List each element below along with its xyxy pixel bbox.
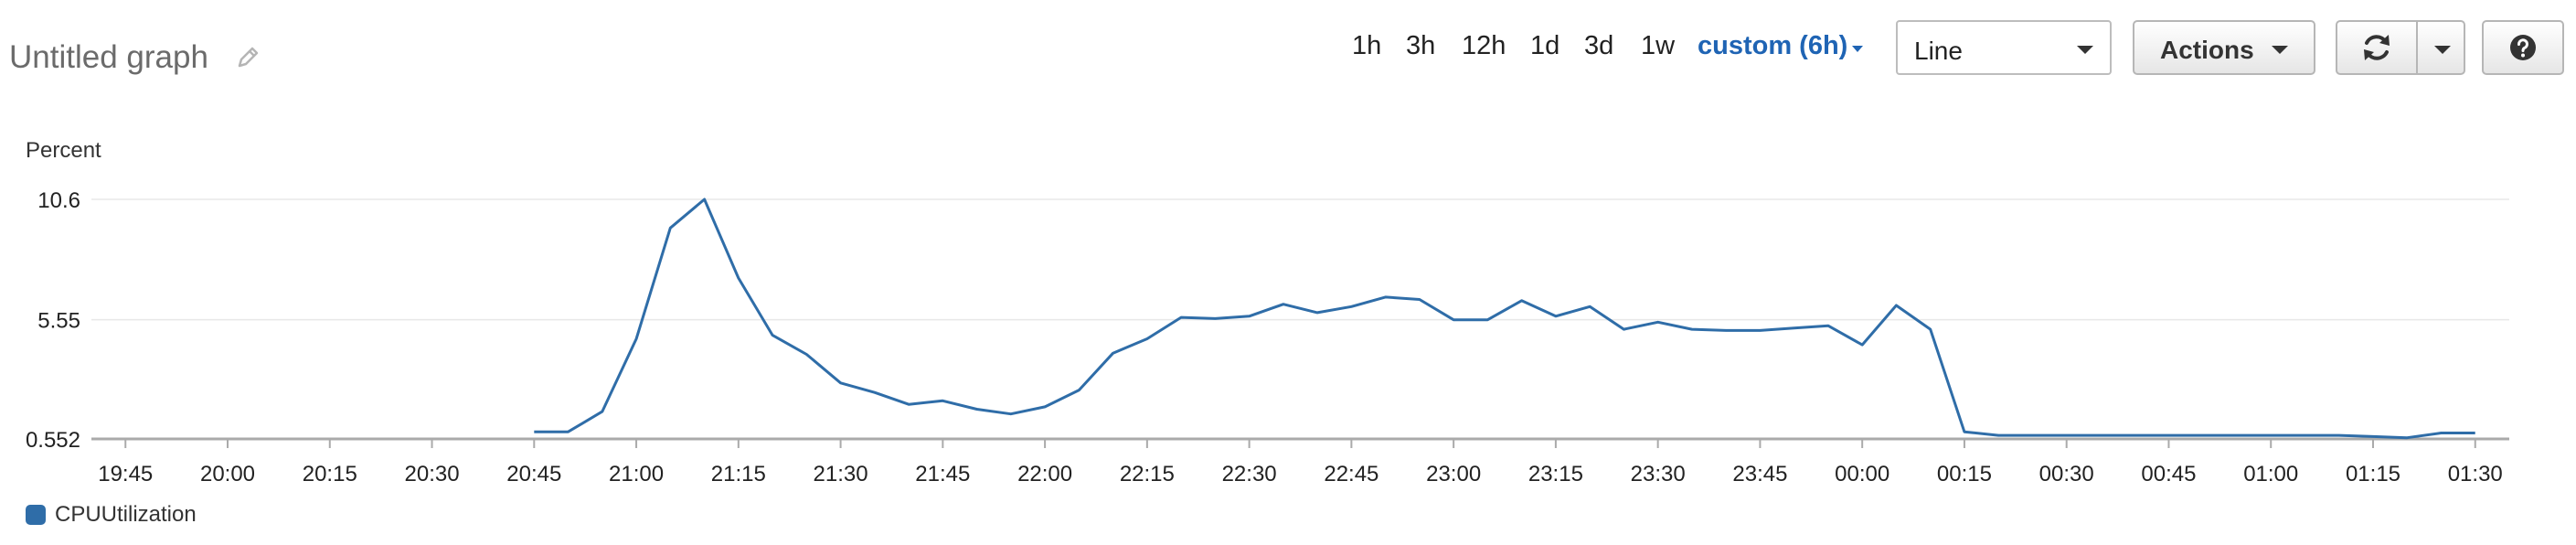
x-tick-label: 21:45: [915, 462, 970, 486]
x-tick-label: 01:00: [2243, 462, 2298, 486]
range-12h[interactable]: 12h: [1462, 31, 1506, 60]
y-tick-label: 0.552: [26, 428, 80, 453]
x-tick-label: 00:00: [1835, 462, 1889, 486]
graph-type-value: Line: [1914, 37, 1963, 65]
x-tick-label: 19:45: [98, 462, 153, 486]
chevron-down-icon: [2077, 46, 2093, 54]
refresh-icon: [2364, 35, 2390, 60]
range-1h[interactable]: 1h: [1352, 31, 1382, 60]
legend-label-cpuutilization: CPUUtilization: [55, 502, 197, 527]
range-3h[interactable]: 3h: [1406, 31, 1436, 60]
graph-title-area: Untitled graph: [9, 35, 261, 80]
help-button[interactable]: [2482, 20, 2564, 75]
y-axis-ticks: 10.6 5.55 0.552: [26, 188, 80, 453]
x-tick-label: 23:30: [1631, 462, 1686, 486]
x-tick-label: 22:45: [1324, 462, 1378, 486]
help-icon: [2510, 35, 2536, 60]
x-tick-label: 00:15: [1937, 462, 1992, 486]
x-tick-label: 00:30: [2039, 462, 2094, 486]
pencil-icon[interactable]: [234, 44, 261, 71]
y-tick-label: 5.55: [37, 309, 80, 334]
x-tick-label: 20:30: [405, 462, 460, 486]
graph-type-select[interactable]: Line: [1896, 20, 2112, 75]
graph-title[interactable]: Untitled graph: [9, 39, 208, 75]
refresh-button[interactable]: [2336, 20, 2418, 75]
actions-label: Actions: [2160, 36, 2254, 64]
actions-button[interactable]: Actions: [2133, 20, 2315, 75]
x-tick-label: 22:00: [1017, 462, 1072, 486]
y-tick-label: 10.6: [37, 188, 80, 213]
chevron-down-icon: [2434, 46, 2451, 54]
x-tick-label: 00:45: [2141, 462, 2196, 486]
x-tick-label: 20:00: [200, 462, 255, 486]
cpu-utilization-chart: Percent 10.6 5.55 0.552 19:45 20:00 20:15 20:…: [26, 138, 2509, 486]
x-tick-label: 20:45: [506, 462, 561, 486]
range-1w[interactable]: 1w: [1641, 31, 1676, 60]
x-tick-label: 21:15: [711, 462, 766, 486]
x-tick-label: 22:30: [1222, 462, 1277, 486]
chevron-down-icon: [2272, 46, 2288, 54]
x-tick-label: 01:30: [2448, 462, 2503, 486]
refresh-options-button[interactable]: [2416, 20, 2465, 75]
chevron-down-icon[interactable]: [1852, 46, 1863, 52]
chart-grid: [91, 198, 2509, 321]
x-axis-ticks: 19:45 20:00 20:15 20:30 20:45 21:00 21:15 21:30…: [98, 439, 2503, 486]
chart-series: [534, 198, 2475, 440]
range-3d[interactable]: 3d: [1584, 31, 1614, 60]
chart-legend[interactable]: CPUUtilization: [26, 501, 197, 529]
x-tick-label: 20:15: [303, 462, 357, 486]
x-tick-label: 23:15: [1528, 462, 1583, 486]
x-tick-label: 23:45: [1732, 462, 1787, 486]
legend-swatch: [26, 505, 46, 525]
series-line-cpuutilization: [534, 198, 2475, 440]
x-tick-label: 21:30: [814, 462, 868, 486]
x-tick-label: 22:15: [1120, 462, 1175, 486]
range-custom[interactable]: custom (6h): [1698, 31, 1848, 60]
y-axis-label: Percent: [26, 138, 101, 163]
x-tick-label: 21:00: [609, 462, 664, 486]
x-tick-label: 23:00: [1426, 462, 1481, 486]
range-1d[interactable]: 1d: [1530, 31, 1560, 60]
x-tick-label: 01:15: [2346, 462, 2400, 486]
